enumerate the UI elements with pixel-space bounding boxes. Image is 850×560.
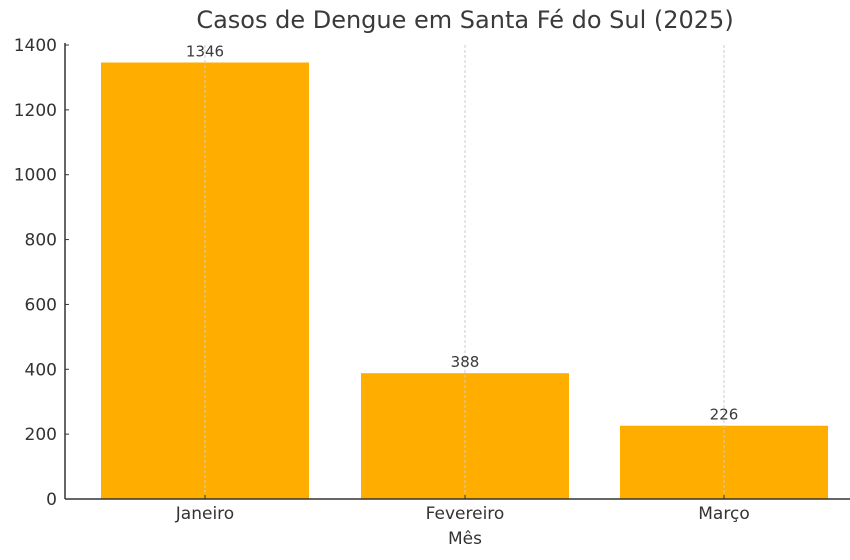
- x-tick-label: Fevereiro: [426, 504, 505, 524]
- x-axis-label: Mês: [448, 529, 482, 549]
- value-labels: 1346 388 226: [186, 43, 738, 424]
- chart-title: Casos de Dengue em Santa Fé do Sul (2025…: [196, 6, 734, 34]
- value-label: 1346: [186, 43, 224, 61]
- y-tick-label: 1400: [14, 36, 57, 56]
- y-tick-label: 1000: [14, 166, 57, 186]
- y-axis-ticks: 0 200 400 600 800 1000 1200 1400: [14, 36, 69, 510]
- y-tick-label: 0: [46, 490, 57, 510]
- axes: [64, 43, 850, 500]
- y-tick-label: 600: [25, 295, 57, 315]
- y-tick-label: 1200: [14, 101, 57, 121]
- y-tick-label: 400: [25, 360, 57, 380]
- x-tick-label: Janeiro: [175, 504, 234, 524]
- x-tick-label: Março: [698, 504, 749, 524]
- x-gridlines: [204, 45, 725, 499]
- x-axis-ticks: Janeiro Fevereiro Março: [175, 495, 750, 524]
- y-tick-label: 200: [25, 425, 57, 445]
- y-tick-label: 800: [25, 231, 57, 251]
- value-label: 226: [710, 406, 739, 424]
- value-label: 388: [451, 353, 480, 371]
